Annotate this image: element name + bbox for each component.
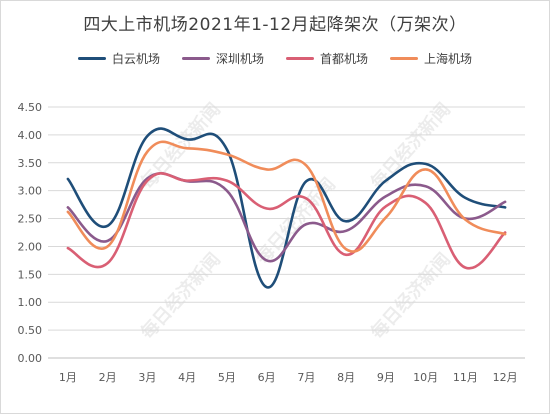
y-tick-label: 2.50 <box>18 213 43 226</box>
legend-item: 首都机场 <box>286 50 368 67</box>
series-line <box>66 140 507 253</box>
x-tick-label: 3月 <box>138 371 156 384</box>
legend-label: 首都机场 <box>320 52 369 66</box>
watermark-text: 每日经济新闻 <box>366 248 455 343</box>
y-tick-label: 1.50 <box>18 268 43 281</box>
series-line <box>66 127 507 289</box>
series-line <box>66 172 507 270</box>
series-line <box>66 172 507 263</box>
y-tick-label: 4.50 <box>18 101 43 114</box>
legend-swatch <box>390 57 419 60</box>
legend-swatch <box>286 57 314 60</box>
x-tick-label: 11月 <box>453 371 478 384</box>
x-tick-label: 1月 <box>59 371 77 384</box>
y-tick-label: 3.00 <box>18 185 43 198</box>
watermark-text: 每日经济新闻 <box>251 173 340 268</box>
x-tick-label: 12月 <box>493 371 518 384</box>
legend-label: 白云机场 <box>111 52 160 66</box>
legend-item: 白云机场 <box>77 50 160 67</box>
y-tick-label: 4.00 <box>18 129 43 142</box>
x-tick-label: 6月 <box>258 371 276 384</box>
legend-swatch <box>181 57 210 60</box>
legend-item: 上海机场 <box>390 50 472 67</box>
legend-swatch <box>77 57 106 60</box>
y-tick-label: 3.50 <box>18 157 43 170</box>
x-tick-label: 4月 <box>178 371 196 384</box>
x-tick-label: 8月 <box>337 371 355 384</box>
y-tick-label: 0.50 <box>18 324 43 337</box>
legend-item: 深圳机场 <box>181 50 264 67</box>
x-tick-label: 5月 <box>218 371 236 384</box>
x-tick-label: 10月 <box>413 371 438 384</box>
x-tick-label: 9月 <box>377 371 395 384</box>
y-tick-label: 1.00 <box>18 296 43 309</box>
legend-label: 上海机场 <box>424 52 473 66</box>
legend-label: 深圳机场 <box>215 52 264 66</box>
y-tick-label: 2.00 <box>18 240 43 253</box>
chart-title: 四大上市机场2021年1-12月起降架次（万架次） <box>83 15 467 35</box>
watermark-text: 每日经济新闻 <box>136 248 225 343</box>
x-tick-label: 7月 <box>297 371 315 384</box>
y-tick-label: 0.00 <box>18 352 43 365</box>
x-tick-label: 2月 <box>99 371 117 384</box>
chart-legend: 白云机场 深圳机场 首都机场 上海机场 <box>0 50 550 67</box>
